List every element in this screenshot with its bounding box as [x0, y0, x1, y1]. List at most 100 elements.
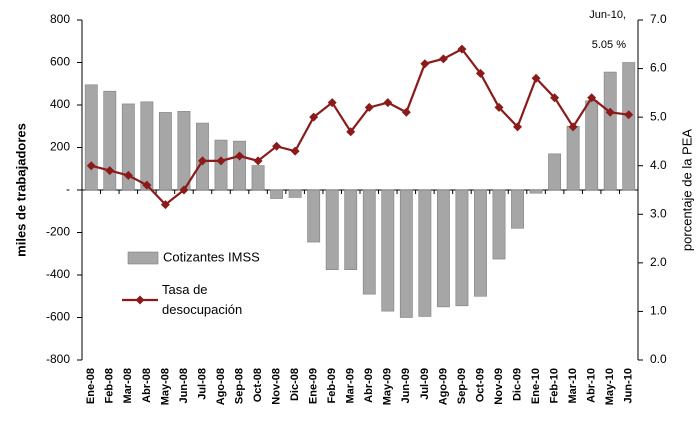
y2-tick-label: 5.0	[650, 109, 667, 123]
y-tick-label: -	[66, 182, 70, 196]
bar	[251, 165, 265, 191]
marker	[401, 107, 411, 117]
marker	[494, 102, 504, 112]
y-tick-label: -200	[46, 225, 70, 239]
marker	[513, 122, 523, 132]
x-tick-label: Jun-10	[623, 368, 635, 403]
marker	[346, 127, 356, 137]
bar	[177, 111, 191, 191]
bar	[381, 189, 395, 312]
x-tick-label: Abr-10	[586, 368, 598, 403]
marker	[550, 93, 560, 103]
x-tick-label: Sep-09	[456, 368, 468, 404]
line	[90, 47, 629, 207]
marker	[86, 161, 96, 171]
y-tick-label: 800	[50, 12, 70, 26]
marker	[420, 59, 430, 69]
y-tick-label: -400	[46, 267, 70, 281]
bar	[548, 153, 562, 191]
x-tick-label: Jun-09	[400, 368, 412, 403]
marker	[364, 102, 374, 112]
x-tick-label: Nov-09	[493, 368, 505, 405]
marker	[179, 185, 189, 195]
x-tick-label: Oct-09	[474, 368, 486, 402]
bar	[270, 189, 284, 199]
x-tick-label: Mar-10	[567, 368, 579, 403]
x-tick-label: Dic-09	[511, 368, 523, 401]
y-axis-title: miles de trabajadores	[13, 123, 28, 257]
x-tick-label: Mar-09	[345, 368, 357, 403]
marker	[327, 98, 337, 108]
bar	[121, 103, 135, 191]
marker	[457, 44, 467, 54]
x-tick-label: Oct-08	[252, 368, 264, 402]
legend-swatch	[127, 251, 159, 265]
bar	[140, 101, 154, 191]
y2-tick-label: 7.0	[650, 12, 667, 26]
y-tick-label: -800	[46, 352, 70, 366]
legend-label: Tasa de desocupación	[162, 282, 243, 317]
bar	[585, 100, 599, 191]
y-tick-label: -600	[46, 310, 70, 324]
marker	[272, 141, 282, 151]
bar	[566, 125, 580, 191]
bar	[233, 140, 246, 191]
y2-tick-label: 6.0	[650, 61, 667, 75]
y-tick-label: 400	[50, 97, 70, 111]
marker	[605, 107, 615, 117]
x-tick-label: Jul-08	[196, 368, 208, 400]
bar	[603, 71, 617, 191]
x-tick-label: Dic-08	[289, 368, 301, 401]
x-tick-label: Feb-08	[104, 368, 116, 403]
marker	[123, 170, 133, 180]
bar	[529, 189, 543, 194]
x-tick-label: Feb-10	[549, 368, 561, 403]
bar	[362, 189, 376, 295]
x-tick-label: Abr-08	[141, 368, 153, 403]
bar	[622, 62, 636, 191]
marker	[235, 151, 245, 161]
annotation: Jun-10,	[589, 9, 626, 21]
marker	[475, 68, 485, 78]
bar	[436, 189, 450, 308]
marker	[383, 98, 393, 108]
y2-tick-label: 3.0	[650, 206, 667, 220]
x-tick-label: Jul-09	[419, 368, 431, 400]
y-tick-label: 600	[50, 55, 70, 69]
bar	[325, 189, 339, 270]
bar	[158, 112, 172, 191]
x-tick-label: Ago-08	[215, 368, 227, 405]
marker	[216, 156, 226, 166]
x-tick-label: Mar-08	[122, 368, 134, 403]
marker	[438, 54, 448, 64]
marker	[290, 146, 300, 156]
x-tick-label: Sep-08	[233, 368, 245, 404]
y-tick-label: 200	[50, 140, 70, 154]
marker	[568, 122, 578, 132]
bar	[103, 90, 117, 191]
x-tick-label: Abr-09	[363, 368, 375, 403]
marker	[105, 166, 115, 176]
x-tick-label: Feb-09	[326, 368, 338, 403]
x-tick-label: Ago-09	[437, 368, 449, 405]
legend-swatch	[135, 295, 145, 305]
x-tick-label: Ene-10	[530, 368, 542, 404]
marker	[309, 112, 319, 122]
marker	[160, 200, 170, 210]
y2-axis-title: porcentaje de la PEA	[679, 129, 694, 251]
bar	[288, 189, 302, 198]
x-tick-label: Jun-08	[178, 368, 190, 403]
marker	[587, 93, 597, 103]
x-tick-label: May-08	[159, 368, 171, 405]
y2-tick-label: 2.0	[650, 255, 667, 269]
x-tick-label: Ene-09	[308, 368, 320, 404]
marker	[142, 180, 152, 190]
bar	[399, 189, 413, 318]
legend-label: Cotizantes IMSS	[163, 249, 260, 264]
annotation: 5.05 %	[592, 39, 626, 51]
bar	[492, 189, 506, 260]
x-tick-label: May-10	[604, 368, 616, 405]
y2-tick-label: 0.0	[650, 352, 667, 366]
